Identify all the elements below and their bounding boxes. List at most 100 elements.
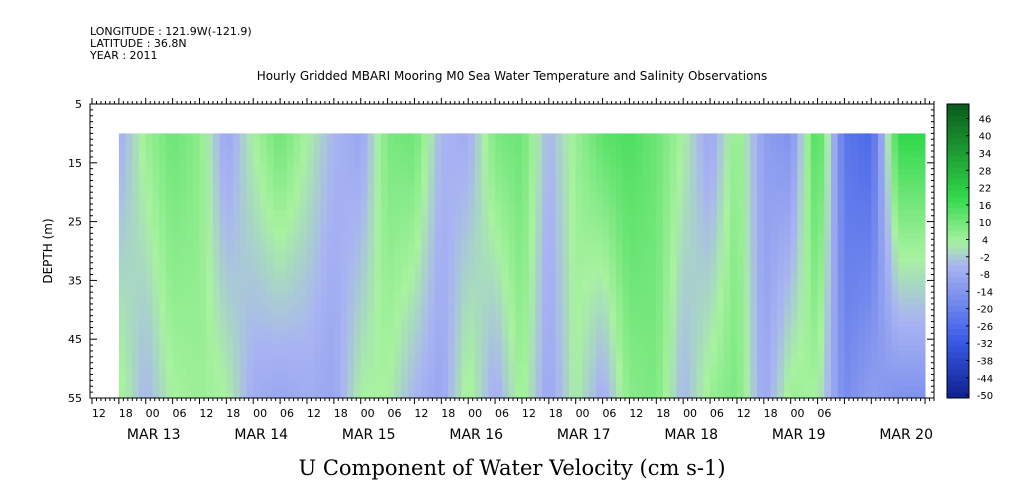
- heatmap-cell: [394, 233, 402, 240]
- heatmap-cell: [817, 339, 825, 346]
- heatmap-cell: [374, 380, 382, 387]
- heatmap-cell: [589, 209, 597, 217]
- heatmap-cell: [145, 192, 153, 199]
- heatmap-cell: [595, 186, 604, 193]
- heatmap-cell: [629, 245, 637, 252]
- heatmap-cell: [649, 386, 657, 393]
- heatmap-cell: [488, 233, 496, 240]
- heatmap-cell: [535, 321, 543, 328]
- heatmap-cell: [804, 180, 812, 187]
- heatmap-cell: [192, 139, 200, 146]
- heatmap-cell: [387, 286, 395, 293]
- heatmap-cell: [817, 280, 825, 287]
- heatmap-cell: [461, 280, 469, 287]
- heatmap-cell: [434, 221, 442, 228]
- heatmap-cell: [333, 233, 342, 240]
- heatmap-cell: [575, 209, 583, 217]
- heatmap-cell: [226, 292, 234, 299]
- heatmap-cell: [562, 227, 570, 234]
- heatmap-cell: [669, 239, 677, 246]
- heatmap-cell: [582, 180, 590, 187]
- heatmap-cell: [784, 386, 792, 393]
- heatmap-cell: [401, 309, 409, 317]
- heatmap-cell: [286, 374, 294, 381]
- heatmap-cell: [152, 145, 160, 152]
- heatmap-cell: [750, 204, 758, 211]
- heatmap-cell: [380, 386, 389, 393]
- heatmap-cell: [810, 174, 818, 181]
- heatmap-cell: [253, 168, 261, 176]
- heatmap-cell: [159, 245, 167, 252]
- heatmap-cell: [696, 145, 704, 152]
- heatmap-cell: [831, 139, 839, 146]
- heatmap-cell: [515, 392, 523, 399]
- heatmap-cell: [307, 156, 315, 164]
- heatmap-cell: [522, 280, 530, 287]
- heatmap-cell: [676, 309, 684, 317]
- heatmap-cell: [448, 233, 456, 240]
- heatmap-cell: [246, 262, 254, 270]
- heatmap-cell: [226, 356, 234, 364]
- heatmap-cell: [501, 198, 509, 205]
- heatmap-cell: [582, 215, 590, 223]
- heatmap-cell: [354, 192, 362, 199]
- heatmap-cell: [239, 133, 247, 140]
- heatmap-cell: [763, 256, 771, 264]
- heatmap-cell: [327, 139, 335, 146]
- heatmap-cell: [401, 251, 409, 258]
- heatmap-cell: [703, 251, 711, 258]
- heatmap-cell: [616, 174, 624, 181]
- heatmap-cell: [179, 286, 187, 293]
- longitude-label: LONGITUDE : 121.9W(-121.9): [90, 25, 252, 38]
- heatmap-cell: [528, 286, 536, 293]
- heatmap-cell: [266, 274, 274, 281]
- heatmap-cell: [616, 286, 624, 293]
- heatmap-cell: [448, 345, 456, 352]
- heatmap-cell: [454, 356, 462, 364]
- heatmap-cell: [515, 309, 523, 317]
- heatmap-cell: [454, 139, 462, 146]
- heatmap-cell: [515, 345, 523, 352]
- heatmap-cell: [663, 221, 671, 228]
- heatmap-cell: [246, 374, 254, 381]
- heatmap-cell: [233, 186, 241, 193]
- heatmap-cell: [770, 198, 778, 205]
- heatmap-cell: [730, 362, 738, 370]
- heatmap-cell: [488, 145, 496, 152]
- heatmap-cell: [602, 356, 610, 364]
- heatmap-cell: [374, 309, 382, 317]
- heatmap-cell: [528, 145, 536, 152]
- heatmap-cell: [555, 362, 563, 370]
- heatmap-cell: [333, 286, 342, 293]
- heatmap-cell: [333, 133, 342, 140]
- heatmap-cell: [656, 292, 664, 299]
- heatmap-cell: [280, 227, 288, 234]
- heatmap-cell: [427, 180, 436, 187]
- heatmap-cell: [723, 133, 731, 140]
- heatmap-cell: [777, 286, 785, 293]
- heatmap-cell: [696, 386, 704, 393]
- heatmap-cell: [535, 392, 543, 399]
- heatmap-cell: [374, 215, 382, 223]
- heatmap-cell: [387, 198, 395, 205]
- heatmap-cell: [427, 221, 436, 228]
- heatmap-cell: [313, 268, 321, 275]
- heatmap-cell: [199, 333, 207, 340]
- heatmap-cell: [394, 262, 402, 270]
- heatmap-cell: [790, 292, 798, 299]
- heatmap-cell: [683, 186, 691, 193]
- heatmap-cell: [333, 145, 342, 152]
- heatmap-cell: [280, 333, 288, 340]
- heatmap-cell: [837, 192, 845, 199]
- heatmap-cell: [260, 280, 268, 287]
- heatmap-cell: [824, 268, 832, 275]
- heatmap-cell: [857, 386, 866, 393]
- heatmap-cell: [488, 156, 496, 164]
- heatmap-cell: [367, 380, 375, 387]
- heatmap-cell: [246, 327, 254, 334]
- heatmap-cell: [515, 368, 523, 375]
- heatmap-cell: [622, 345, 630, 352]
- heatmap-cell: [360, 351, 368, 358]
- heatmap-cell: [300, 351, 308, 358]
- heatmap-cell: [333, 256, 342, 264]
